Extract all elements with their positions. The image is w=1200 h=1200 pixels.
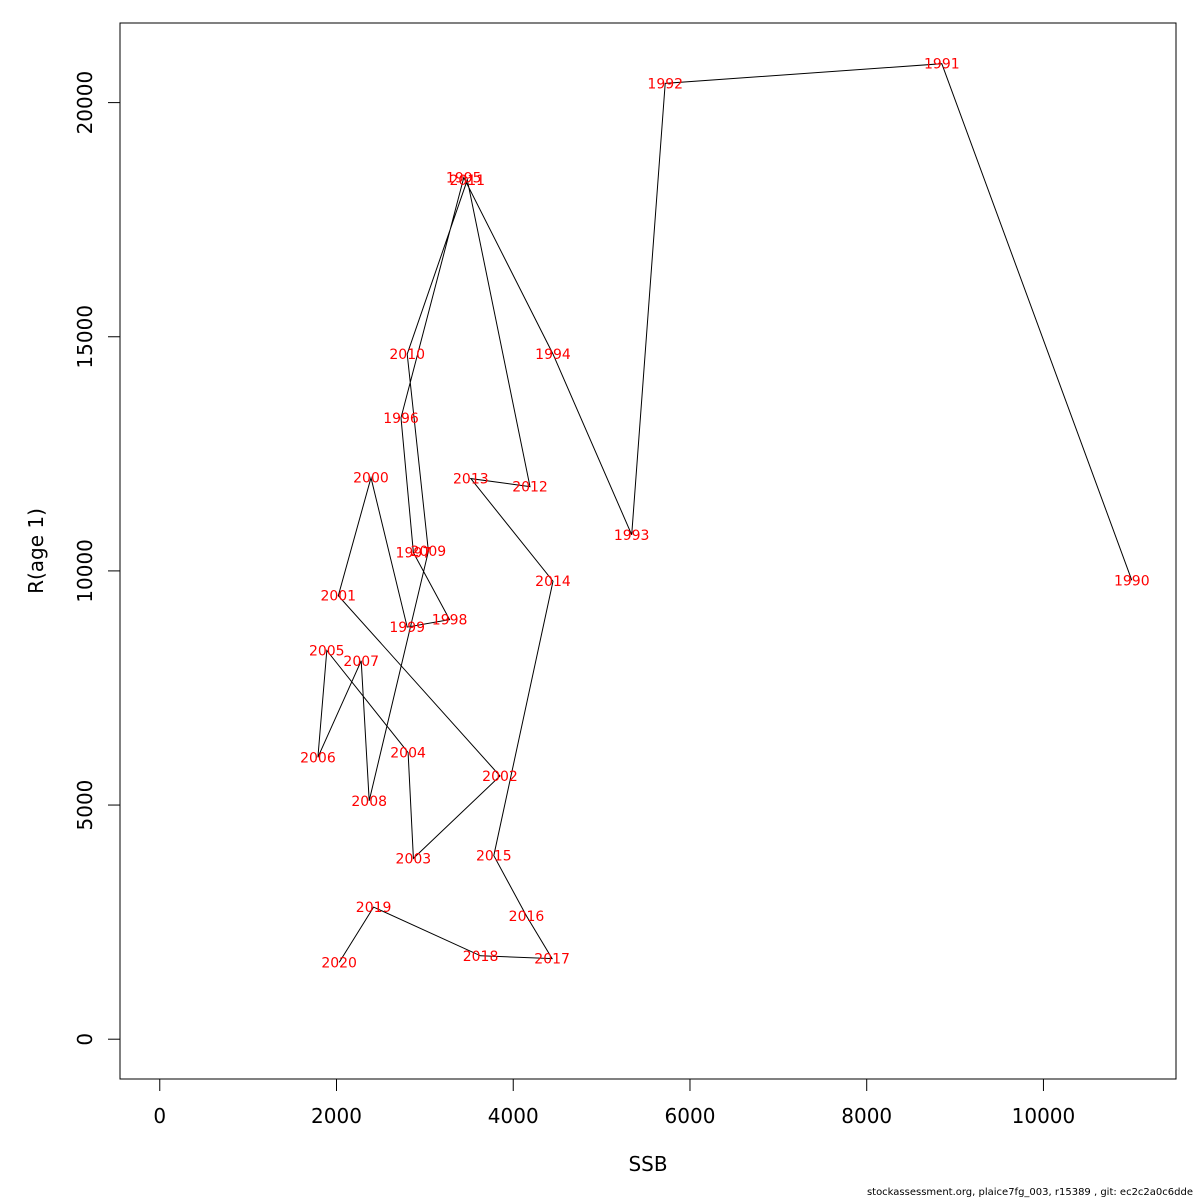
point-label-2005: 2005 [309, 644, 345, 660]
point-label-1995: 1995 [446, 171, 482, 187]
recruitment-series [317, 63, 1133, 963]
point-label-1992: 1992 [647, 76, 683, 92]
point-label-2007: 2007 [343, 654, 379, 670]
point-label-2012: 2012 [512, 480, 548, 496]
x-axis: 0 2000 4000 6000 8000 10000 [153, 1078, 1076, 1128]
point-label-2019: 2019 [356, 900, 392, 916]
point-label-1990: 1990 [1114, 573, 1150, 589]
point-label-2010: 2010 [389, 347, 425, 363]
point-label-2011: 2011 [449, 173, 485, 189]
point-label-2018: 2018 [463, 949, 499, 965]
point-label-1996: 1996 [383, 411, 419, 427]
point-label-2013: 2013 [453, 472, 489, 488]
point-label-2016: 2016 [509, 909, 545, 925]
y-axis-label: R(age 1) [24, 508, 48, 594]
y-tick-label: 20000 [73, 71, 97, 135]
point-label-1991: 1991 [924, 57, 960, 73]
point-label-2006: 2006 [300, 750, 336, 766]
point-label-2017: 2017 [534, 952, 570, 968]
y-tick-label: 0 [73, 1033, 97, 1046]
point-label-1998: 1998 [432, 613, 468, 629]
point-label-1994: 1994 [535, 347, 571, 363]
y-axis: 0 5000 10000 15000 20000 [73, 71, 121, 1046]
footer-note: stockassessment.org, plaice7fg_003, r153… [866, 1187, 1193, 1198]
x-axis-label: SSB [628, 1152, 667, 1176]
y-tick-label: 15000 [73, 305, 97, 369]
point-label-2001: 2001 [320, 589, 356, 605]
series-line [317, 63, 1133, 963]
point-label-2015: 2015 [476, 849, 512, 865]
y-tick-label: 10000 [73, 539, 97, 603]
year-labels: 1990 1991 1992 1993 1994 1995 1996 1997 1998 1999… [300, 57, 1150, 972]
x-tick-label: 0 [153, 1104, 166, 1128]
point-label-2014: 2014 [535, 574, 571, 590]
point-label-2002: 2002 [482, 769, 518, 785]
plot-frame [119, 22, 1177, 1080]
point-label-1999: 1999 [389, 620, 425, 636]
point-label-2000: 2000 [353, 471, 389, 487]
x-tick-label: 8000 [841, 1104, 892, 1128]
x-tick-label: 2000 [311, 1104, 362, 1128]
point-label-1993: 1993 [614, 528, 650, 544]
y-tick-label: 5000 [73, 780, 97, 831]
point-label-2004: 2004 [390, 746, 426, 762]
x-tick-label: 4000 [488, 1104, 539, 1128]
point-label-2008: 2008 [351, 794, 387, 810]
point-label-2009: 2009 [411, 544, 447, 560]
x-tick-label: 6000 [665, 1104, 716, 1128]
point-label-2020: 2020 [321, 955, 357, 971]
point-label-2003: 2003 [396, 851, 432, 867]
point-label-1997: 1997 [396, 546, 432, 562]
x-tick-label: 10000 [1012, 1104, 1076, 1128]
